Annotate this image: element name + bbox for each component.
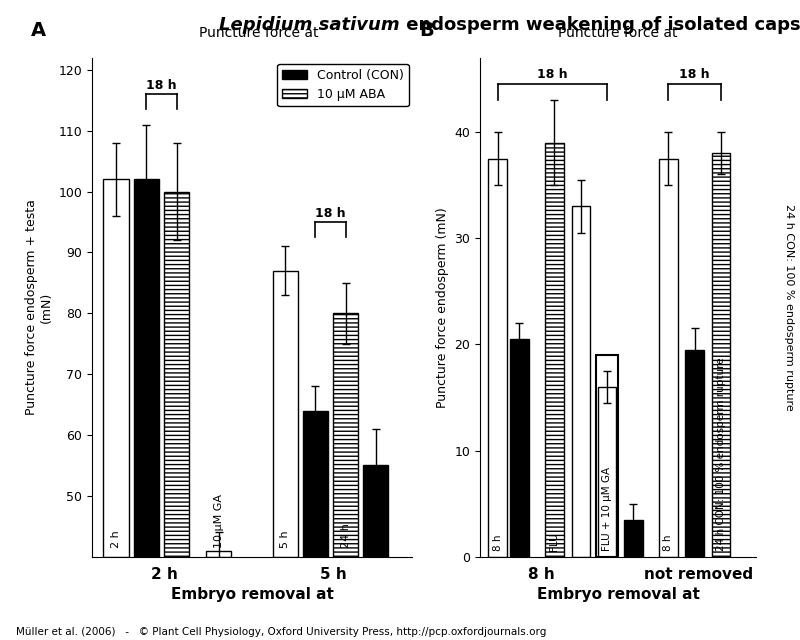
Text: FLU + 10 μM GA: FLU + 10 μM GA (602, 467, 612, 552)
Text: A: A (31, 21, 46, 40)
Bar (598, 387, 616, 557)
Legend: Control (CON), 10 μM ABA: Control (CON), 10 μM ABA (277, 64, 409, 106)
Bar (302, 411, 328, 557)
Bar (363, 465, 389, 557)
Bar (103, 179, 129, 557)
Text: Müller et al. (2006)   -   © Plant Cell Physiology, Oxford University Press, htt: Müller et al. (2006) - © Plant Cell Phys… (16, 627, 546, 637)
Text: Lepidium sativum: Lepidium sativum (219, 16, 400, 34)
Bar (571, 206, 590, 557)
Bar (546, 143, 564, 557)
Text: 18 h: 18 h (146, 79, 177, 92)
Bar (686, 349, 704, 557)
Bar (134, 179, 159, 557)
Text: 24 h: 24 h (341, 523, 350, 548)
Text: 18 h: 18 h (679, 68, 710, 81)
Text: 10 μM GA: 10 μM GA (214, 493, 224, 548)
X-axis label: Embryo removal at: Embryo removal at (170, 587, 334, 602)
Text: 2 h: 2 h (111, 530, 121, 548)
Bar (333, 314, 358, 557)
Text: B: B (419, 21, 434, 40)
Bar (164, 191, 190, 557)
Bar (659, 159, 678, 557)
Y-axis label: Puncture force endosperm (mN): Puncture force endosperm (mN) (436, 207, 449, 408)
Text: 24 h CON: 100 % endosperm rupture: 24 h CON: 100 % endosperm rupture (716, 358, 726, 552)
Bar (596, 355, 618, 557)
Bar (510, 339, 529, 557)
X-axis label: Embryo removal at: Embryo removal at (537, 587, 699, 602)
Text: 8 h: 8 h (493, 535, 502, 552)
Bar (624, 520, 642, 557)
Bar (206, 550, 231, 557)
Text: FLU: FLU (550, 533, 559, 552)
Text: 24 h CON: 100 % endosperm rupture: 24 h CON: 100 % endosperm rupture (784, 204, 794, 411)
Bar (488, 159, 506, 557)
Bar (712, 153, 730, 557)
Text: Puncture force at: Puncture force at (558, 26, 678, 40)
Text: 5 h: 5 h (280, 530, 290, 548)
Text: 18 h: 18 h (315, 207, 346, 220)
Text: Puncture force at: Puncture force at (198, 26, 318, 40)
Text: 18 h: 18 h (537, 68, 567, 81)
Y-axis label: Puncture force endosperm + testa
(mN): Puncture force endosperm + testa (mN) (25, 199, 53, 415)
Text: 24 h: 24 h (628, 529, 638, 552)
Bar (273, 271, 298, 557)
Text: 8 h: 8 h (663, 535, 674, 552)
Text: endosperm weakening of isolated caps: endosperm weakening of isolated caps (400, 16, 800, 34)
